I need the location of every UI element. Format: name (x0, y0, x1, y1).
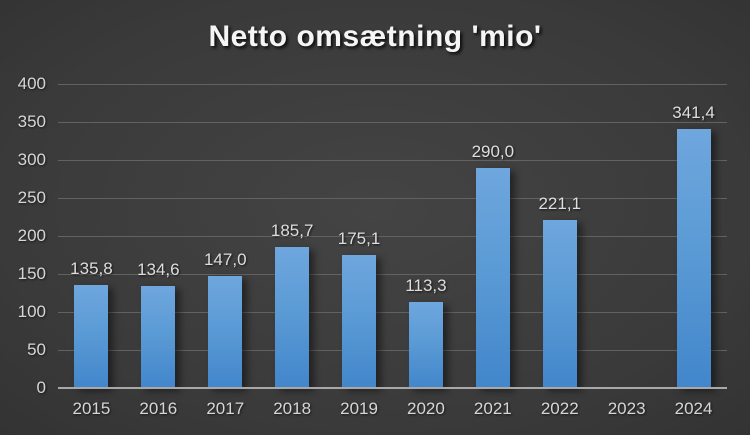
y-tick-label-200: 200 (17, 226, 46, 245)
y-gridline-250 (58, 198, 727, 199)
y-gridline-150 (58, 274, 727, 275)
x-tick-label-2020: 2020 (407, 399, 445, 418)
data-label-2017: 147,0 (203, 250, 247, 270)
bar-2020 (408, 301, 443, 388)
y-gridline-200 (58, 236, 727, 237)
x-tick-label-2017: 2017 (206, 399, 245, 418)
y-gridline-400 (58, 84, 727, 85)
data-label-2018: 185,7 (270, 220, 314, 240)
x-tick-label-2024: 2024 (674, 399, 713, 418)
x-tick-label-2018: 2018 (273, 399, 312, 418)
y-tick-label-400: 400 (17, 74, 46, 93)
y-gridline-100 (58, 312, 727, 313)
x-tick-label-2015: 2015 (72, 399, 111, 418)
data-label-2016: 134,6 (137, 259, 180, 279)
x-axis-line (58, 387, 727, 389)
bar-2024 (676, 128, 711, 388)
x-tick-label-2022: 2022 (540, 399, 579, 418)
chart-title: Netto omsætning 'mio' (208, 20, 542, 53)
bar-2015 (74, 284, 109, 388)
y-tick-label-100: 100 (17, 302, 46, 321)
data-label-2015: 135,8 (70, 258, 113, 278)
bar-2016 (141, 285, 176, 388)
y-tick-label-50: 50 (27, 340, 46, 359)
bar-2021 (475, 167, 510, 388)
y-tick-label-300: 300 (17, 150, 46, 169)
bar-2018 (275, 246, 310, 388)
x-tick-label-2021: 2021 (473, 399, 512, 418)
bar-2022 (542, 219, 577, 388)
x-tick-label-2019: 2019 (340, 399, 378, 418)
data-label-2019: 175,1 (337, 228, 381, 248)
y-tick-label-0: 0 (36, 378, 46, 397)
x-tick-label-2016: 2016 (139, 399, 178, 418)
y-tick-label-350: 350 (17, 112, 46, 131)
data-label-2024: 341,4 (672, 102, 715, 122)
y-tick-label-150: 150 (17, 264, 46, 283)
data-label-2021: 290,0 (471, 141, 515, 161)
data-label-2020: 113,3 (405, 275, 447, 295)
bar-2017 (208, 276, 243, 388)
data-label-2022: 221,1 (538, 193, 582, 213)
bar-2019 (342, 254, 377, 388)
y-gridline-350 (58, 122, 727, 123)
x-tick-label-2023: 2023 (607, 399, 646, 418)
y-gridline-50 (58, 350, 727, 351)
y-gridline-300 (58, 160, 727, 161)
y-tick-label-250: 250 (17, 188, 46, 207)
